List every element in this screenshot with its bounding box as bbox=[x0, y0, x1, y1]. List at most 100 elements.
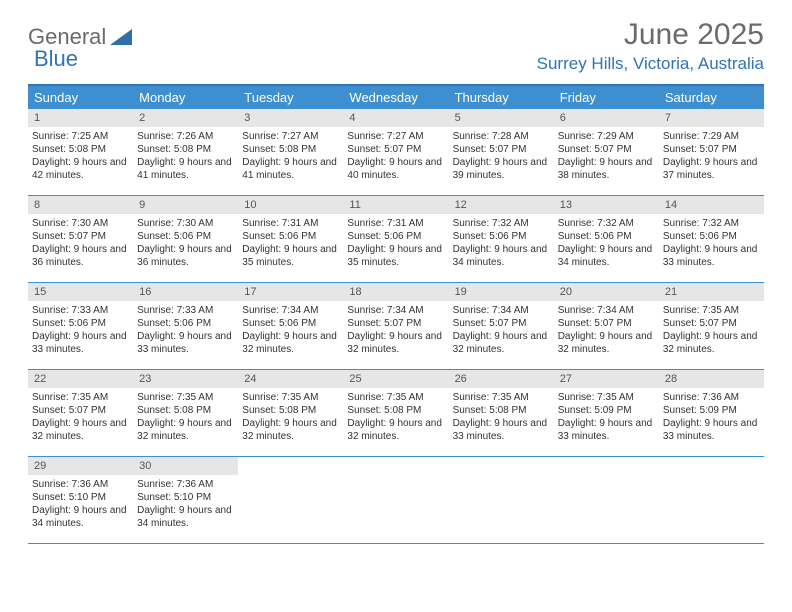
day-cell: 30Sunrise: 7:36 AMSunset: 5:10 PMDayligh… bbox=[133, 457, 238, 543]
day-cell: 14Sunrise: 7:32 AMSunset: 5:06 PMDayligh… bbox=[659, 196, 764, 282]
day-number: 16 bbox=[133, 283, 238, 301]
daylight-line: Daylight: 9 hours and 41 minutes. bbox=[242, 156, 339, 182]
daylight-line: Daylight: 9 hours and 35 minutes. bbox=[347, 243, 444, 269]
week-row: 15Sunrise: 7:33 AMSunset: 5:06 PMDayligh… bbox=[28, 283, 764, 370]
day-body: Sunrise: 7:26 AMSunset: 5:08 PMDaylight:… bbox=[133, 127, 238, 185]
sunset-line: Sunset: 5:06 PM bbox=[242, 230, 339, 243]
day-header: Tuesday bbox=[238, 86, 343, 109]
daylight-line: Daylight: 9 hours and 32 minutes. bbox=[242, 330, 339, 356]
daylight-line: Daylight: 9 hours and 32 minutes. bbox=[242, 417, 339, 443]
day-number: 22 bbox=[28, 370, 133, 388]
sunrise-line: Sunrise: 7:36 AM bbox=[663, 391, 760, 404]
daylight-line: Daylight: 9 hours and 33 minutes. bbox=[453, 417, 550, 443]
day-cell: 28Sunrise: 7:36 AMSunset: 5:09 PMDayligh… bbox=[659, 370, 764, 456]
day-cell: 17Sunrise: 7:34 AMSunset: 5:06 PMDayligh… bbox=[238, 283, 343, 369]
day-body: Sunrise: 7:35 AMSunset: 5:07 PMDaylight:… bbox=[28, 388, 133, 446]
day-cell: 8Sunrise: 7:30 AMSunset: 5:07 PMDaylight… bbox=[28, 196, 133, 282]
day-cell: 11Sunrise: 7:31 AMSunset: 5:06 PMDayligh… bbox=[343, 196, 448, 282]
day-number: 23 bbox=[133, 370, 238, 388]
day-number: 27 bbox=[554, 370, 659, 388]
day-cell: 4 Sunrise: 7:27 AMSunset: 5:07 PMDaylight… bbox=[343, 109, 448, 195]
sunrise-line: Sunrise: 7:34 AM bbox=[558, 304, 655, 317]
daylight-line: Daylight: 9 hours and 32 minutes. bbox=[347, 417, 444, 443]
daylight-line: Daylight: 9 hours and 36 minutes. bbox=[32, 243, 129, 269]
week-row: 29Sunrise: 7:36 AMSunset: 5:10 PMDayligh… bbox=[28, 457, 764, 544]
day-body: Sunrise: 7:30 AMSunset: 5:06 PMDaylight:… bbox=[133, 214, 238, 272]
day-body: Sunrise: 7:28 AMSunset: 5:07 PMDaylight:… bbox=[449, 127, 554, 185]
day-body: Sunrise: 7:29 AMSunset: 5:07 PMDaylight:… bbox=[554, 127, 659, 185]
empty-cell bbox=[343, 457, 448, 543]
day-cell: 20Sunrise: 7:34 AMSunset: 5:07 PMDayligh… bbox=[554, 283, 659, 369]
daylight-line: Daylight: 9 hours and 33 minutes. bbox=[558, 417, 655, 443]
empty-cell bbox=[238, 457, 343, 543]
sunset-line: Sunset: 5:07 PM bbox=[663, 317, 760, 330]
week-row: 1Sunrise: 7:25 AMSunset: 5:08 PMDaylight… bbox=[28, 109, 764, 196]
brand-text-2: Blue bbox=[34, 46, 78, 72]
day-cell: 7Sunrise: 7:29 AMSunset: 5:07 PMDaylight… bbox=[659, 109, 764, 195]
sunset-line: Sunset: 5:06 PM bbox=[32, 317, 129, 330]
sunrise-line: Sunrise: 7:35 AM bbox=[137, 391, 234, 404]
daylight-line: Daylight: 9 hours and 34 minutes. bbox=[32, 504, 129, 530]
day-header: Friday bbox=[554, 86, 659, 109]
day-cell: 26Sunrise: 7:35 AMSunset: 5:08 PMDayligh… bbox=[449, 370, 554, 456]
sunrise-line: Sunrise: 7:32 AM bbox=[663, 217, 760, 230]
sunset-line: Sunset: 5:06 PM bbox=[558, 230, 655, 243]
day-body: Sunrise: 7:30 AMSunset: 5:07 PMDaylight:… bbox=[28, 214, 133, 272]
day-body: Sunrise: 7:34 AMSunset: 5:06 PMDaylight:… bbox=[238, 301, 343, 359]
day-body: Sunrise: 7:35 AMSunset: 5:08 PMDaylight:… bbox=[343, 388, 448, 446]
daylight-line: Daylight: 9 hours and 34 minutes. bbox=[137, 504, 234, 530]
daylight-line: Daylight: 9 hours and 32 minutes. bbox=[663, 330, 760, 356]
daylight-line: Daylight: 9 hours and 32 minutes. bbox=[32, 417, 129, 443]
day-body: Sunrise: 7:34 AMSunset: 5:07 PMDaylight:… bbox=[343, 301, 448, 359]
sunrise-line: Sunrise: 7:35 AM bbox=[32, 391, 129, 404]
sunset-line: Sunset: 5:06 PM bbox=[137, 317, 234, 330]
day-body: Sunrise: 7:32 AMSunset: 5:06 PMDaylight:… bbox=[449, 214, 554, 272]
sunrise-line: Sunrise: 7:25 AM bbox=[32, 130, 129, 143]
day-body: Sunrise: 7:31 AMSunset: 5:06 PMDaylight:… bbox=[238, 214, 343, 272]
day-body: Sunrise: 7:29 AMSunset: 5:07 PMDaylight:… bbox=[659, 127, 764, 185]
daylight-line: Daylight: 9 hours and 38 minutes. bbox=[558, 156, 655, 182]
sunset-line: Sunset: 5:08 PM bbox=[347, 404, 444, 417]
sunrise-line: Sunrise: 7:35 AM bbox=[242, 391, 339, 404]
day-cell: 12Sunrise: 7:32 AMSunset: 5:06 PMDayligh… bbox=[449, 196, 554, 282]
sunrise-line: Sunrise: 7:31 AM bbox=[347, 217, 444, 230]
sunset-line: Sunset: 5:10 PM bbox=[32, 491, 129, 504]
day-body: Sunrise: 7:35 AMSunset: 5:07 PMDaylight:… bbox=[659, 301, 764, 359]
day-cell: 2Sunrise: 7:26 AMSunset: 5:08 PMDaylight… bbox=[133, 109, 238, 195]
location-text: Surrey Hills, Victoria, Australia bbox=[537, 54, 764, 74]
daylight-line: Daylight: 9 hours and 40 minutes. bbox=[347, 156, 444, 182]
day-header: Thursday bbox=[449, 86, 554, 109]
day-body: Sunrise: 7:35 AMSunset: 5:08 PMDaylight:… bbox=[238, 388, 343, 446]
day-body: Sunrise: 7:35 AMSunset: 5:08 PMDaylight:… bbox=[133, 388, 238, 446]
triangle-icon bbox=[110, 29, 132, 45]
day-cell: 18Sunrise: 7:34 AMSunset: 5:07 PMDayligh… bbox=[343, 283, 448, 369]
day-number: 28 bbox=[659, 370, 764, 388]
day-number: 25 bbox=[343, 370, 448, 388]
sunset-line: Sunset: 5:06 PM bbox=[242, 317, 339, 330]
sunset-line: Sunset: 5:07 PM bbox=[347, 143, 444, 156]
sunrise-line: Sunrise: 7:28 AM bbox=[453, 130, 550, 143]
day-number: 4 bbox=[343, 109, 448, 127]
day-number: 1 bbox=[28, 109, 133, 127]
day-body: Sunrise: 7:34 AMSunset: 5:07 PMDaylight:… bbox=[449, 301, 554, 359]
day-body: Sunrise: 7:25 AMSunset: 5:08 PMDaylight:… bbox=[28, 127, 133, 185]
sunrise-line: Sunrise: 7:34 AM bbox=[242, 304, 339, 317]
sunset-line: Sunset: 5:09 PM bbox=[663, 404, 760, 417]
day-cell: 24Sunrise: 7:35 AMSunset: 5:08 PMDayligh… bbox=[238, 370, 343, 456]
title-block: June 2025 Surrey Hills, Victoria, Austra… bbox=[537, 18, 764, 74]
empty-cell bbox=[659, 457, 764, 543]
sunrise-line: Sunrise: 7:27 AM bbox=[347, 130, 444, 143]
day-number: 24 bbox=[238, 370, 343, 388]
sunrise-line: Sunrise: 7:31 AM bbox=[242, 217, 339, 230]
day-cell: 21Sunrise: 7:35 AMSunset: 5:07 PMDayligh… bbox=[659, 283, 764, 369]
daylight-line: Daylight: 9 hours and 33 minutes. bbox=[32, 330, 129, 356]
daylight-line: Daylight: 9 hours and 32 minutes. bbox=[137, 417, 234, 443]
sunrise-line: Sunrise: 7:30 AM bbox=[137, 217, 234, 230]
day-number: 12 bbox=[449, 196, 554, 214]
month-title: June 2025 bbox=[537, 18, 764, 52]
day-body: Sunrise: 7:31 AMSunset: 5:06 PMDaylight:… bbox=[343, 214, 448, 272]
daylight-line: Daylight: 9 hours and 32 minutes. bbox=[453, 330, 550, 356]
day-number: 13 bbox=[554, 196, 659, 214]
daylight-line: Daylight: 9 hours and 33 minutes. bbox=[663, 243, 760, 269]
sunrise-line: Sunrise: 7:34 AM bbox=[453, 304, 550, 317]
